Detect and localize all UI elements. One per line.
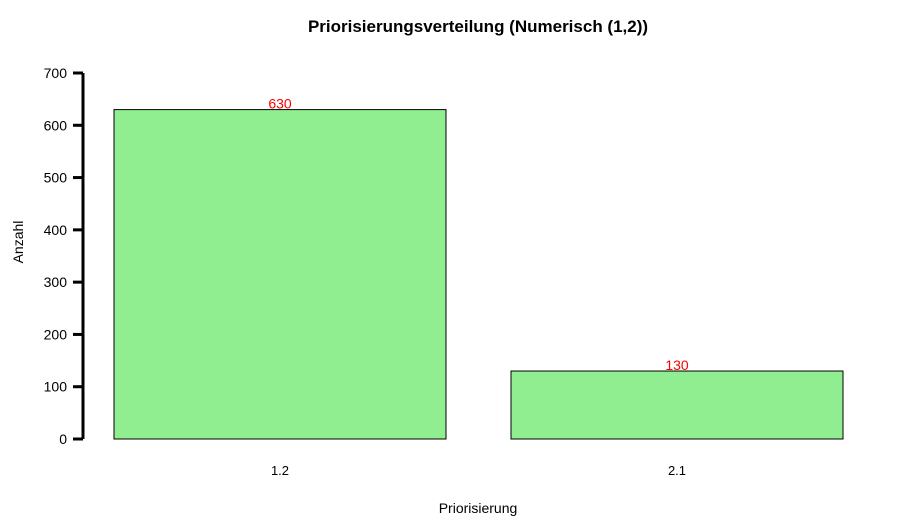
y-axis: 0 100 200 300 400 500 600 700 (44, 65, 85, 447)
bar-2.1 (510, 370, 844, 440)
x-axis-labels: 1.2 2.1 (271, 463, 686, 478)
y-tick-label: 600 (44, 117, 68, 133)
x-tick-label: 2.1 (668, 463, 686, 478)
y-tick-label: 200 (44, 326, 68, 342)
x-tick-label: 1.2 (271, 463, 289, 478)
y-tick-label: 300 (44, 274, 68, 290)
y-tick-label: 700 (44, 65, 68, 81)
bar-1.2 (113, 109, 447, 440)
y-tick-label: 400 (44, 222, 68, 238)
y-tick-label: 500 (44, 170, 68, 186)
x-axis-title: Priorisierung (439, 500, 518, 516)
data-label: 630 (268, 96, 292, 112)
y-axis-title: Anzahl (10, 221, 26, 264)
y-tick-label: 100 (44, 379, 68, 395)
data-label: 130 (665, 357, 689, 373)
bars: 630 130 (113, 96, 844, 440)
y-tick-label: 0 (59, 431, 67, 447)
chart-title: Priorisierungsverteilung (Numerisch (1,2… (308, 17, 648, 36)
